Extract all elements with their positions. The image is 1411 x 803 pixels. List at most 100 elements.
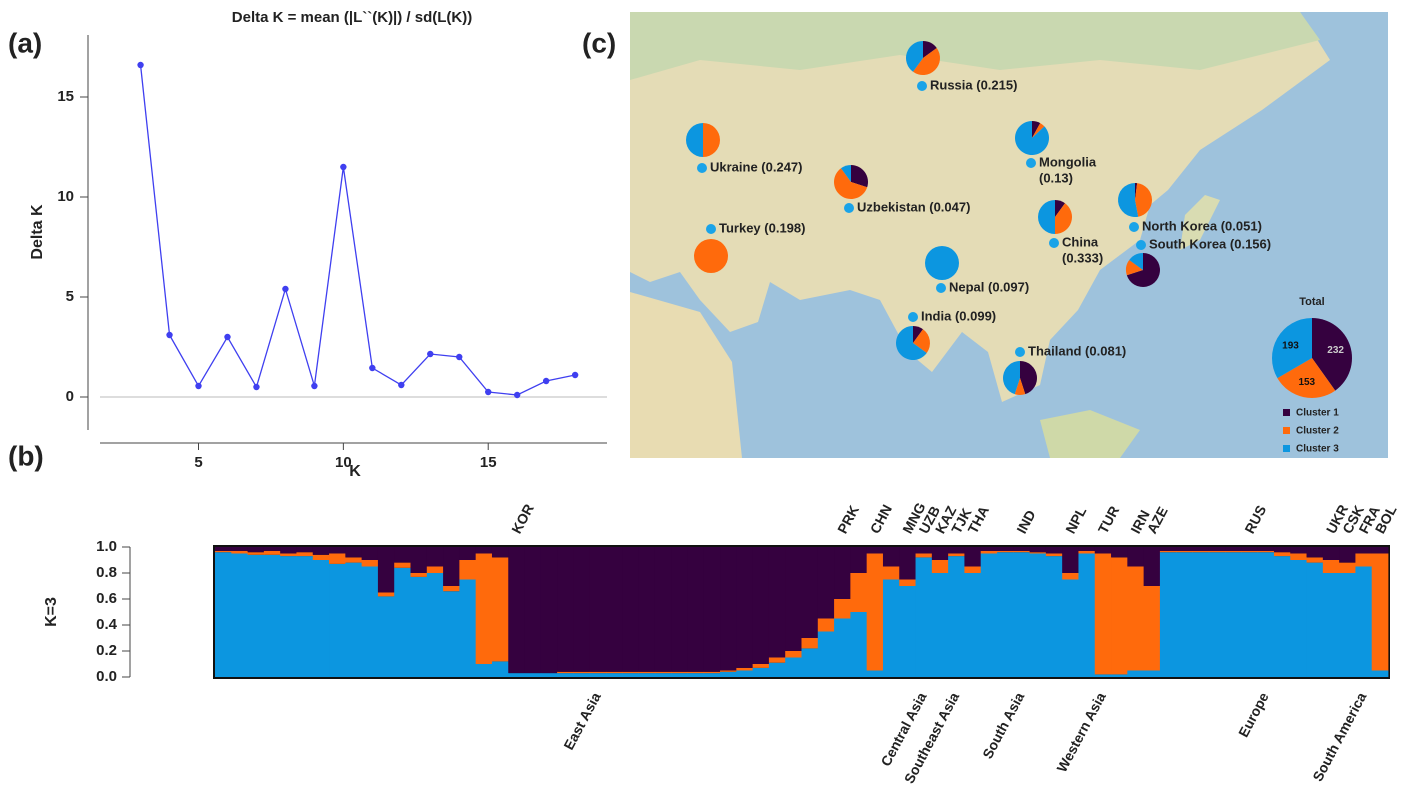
region-label: East Asia: [560, 689, 604, 752]
bar-segment: [1290, 560, 1307, 677]
bar-segment: [508, 673, 525, 677]
y-tick-label: 0: [66, 388, 74, 405]
bar-segment: [1241, 552, 1258, 677]
bar-segment: [362, 560, 379, 567]
location-label: Ukraine (0.247): [710, 159, 803, 174]
data-point: [195, 383, 201, 389]
bar-segment: [1225, 551, 1242, 552]
bar-segment: [1127, 547, 1144, 567]
bar-segment: [687, 547, 704, 672]
bar-segment: [981, 554, 998, 678]
bar-segment: [345, 547, 362, 557]
bar-segment: [1176, 551, 1193, 552]
bar-segment: [590, 672, 607, 673]
bar-segment: [850, 547, 867, 573]
bar-segment: [443, 591, 460, 677]
population-label: THA: [964, 503, 992, 536]
bar-segment: [948, 547, 965, 554]
bar-segment: [1078, 547, 1095, 551]
bar-segment: [899, 547, 916, 580]
legend-swatch: [1283, 427, 1290, 434]
location-dot: [706, 224, 716, 234]
bar-segment: [378, 593, 395, 597]
bar-segment: [541, 673, 558, 677]
bar-segment: [1078, 554, 1095, 678]
bar-segment: [785, 658, 802, 678]
bar-segment: [639, 673, 656, 677]
bar-segment: [1372, 554, 1389, 671]
bar-segment: [850, 573, 867, 612]
bar-segment: [557, 672, 574, 673]
bar-segment: [736, 547, 753, 668]
bar-segment: [948, 556, 965, 677]
bar-segment: [215, 552, 232, 677]
data-point: [340, 164, 346, 170]
bar-segment: [769, 547, 786, 658]
bar-segment: [671, 547, 688, 672]
bar-segment: [411, 547, 428, 573]
bar-segment: [329, 554, 346, 564]
bar-segment: [296, 556, 313, 677]
bar-segment: [459, 560, 476, 580]
bar-segment: [1046, 554, 1063, 557]
bar-segment: [492, 557, 509, 661]
population-label: CHN: [867, 502, 895, 536]
bar-segment: [802, 638, 819, 648]
location-label: (0.333): [1062, 250, 1103, 265]
bar-segment: [394, 568, 411, 677]
bar-segment: [525, 673, 542, 677]
bar-segment: [573, 547, 590, 672]
bar-segment: [1225, 547, 1242, 551]
bar-segment: [704, 547, 721, 672]
bar-segment: [1372, 671, 1389, 678]
legend-label: Cluster 2: [1296, 426, 1339, 437]
bar-segment: [883, 547, 900, 567]
bar-segment: [1209, 551, 1226, 552]
bar-segment: [427, 567, 444, 574]
bar-segment: [948, 554, 965, 557]
bar-segment: [964, 567, 981, 574]
y-tick-label: 1.0: [96, 538, 117, 555]
panel-label: (b): [8, 440, 44, 471]
bar-segment: [655, 672, 672, 673]
bar-segment: [394, 563, 411, 568]
bar-segment: [573, 673, 590, 677]
location-dot: [1015, 347, 1025, 357]
bar-segment: [1144, 671, 1161, 678]
bar-segment: [802, 648, 819, 677]
bar-segment: [264, 547, 281, 551]
bar-segment: [492, 661, 509, 677]
bar-segment: [362, 547, 379, 560]
y-axis-label: Delta K: [29, 204, 46, 260]
bar-segment: [981, 551, 998, 554]
population-label: NPL: [1062, 504, 1089, 537]
bar-segment: [1127, 567, 1144, 671]
bar-segment: [215, 551, 232, 552]
chart-title: Delta K = mean (|L``(K)|) / sd(L(K)): [232, 9, 472, 26]
bar-segment: [264, 551, 281, 555]
location-label: Thailand (0.081): [1028, 343, 1126, 358]
bar-segment: [1307, 557, 1324, 562]
bar-segment: [655, 673, 672, 677]
data-point: [166, 332, 172, 338]
bar-segment: [427, 547, 444, 567]
bar-segment: [736, 668, 753, 671]
bar-segment: [1193, 552, 1210, 677]
pie-slice: [925, 246, 959, 280]
bar-segment: [850, 612, 867, 677]
bar-segment: [899, 580, 916, 587]
bar-segment: [720, 547, 737, 671]
bar-segment: [622, 547, 639, 672]
bar-segment: [541, 547, 558, 673]
bar-segment: [573, 672, 590, 673]
bar-segment: [606, 673, 623, 677]
bar-segment: [1209, 547, 1226, 551]
bar-segment: [818, 632, 835, 678]
bar-segment: [1339, 547, 1356, 563]
bar-segment: [1160, 547, 1177, 551]
bar-segment: [932, 560, 949, 573]
total-title: Total: [1299, 296, 1324, 308]
bar-segment: [1274, 547, 1291, 552]
region-label: South America: [1309, 689, 1369, 783]
data-point: [572, 372, 578, 378]
